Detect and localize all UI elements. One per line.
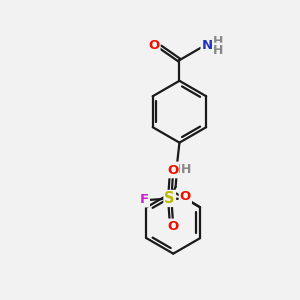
Text: N: N	[170, 163, 181, 176]
Text: O: O	[180, 190, 191, 203]
Text: N: N	[202, 39, 213, 52]
Text: O: O	[167, 220, 178, 232]
Text: O: O	[167, 164, 178, 177]
Text: S: S	[164, 191, 175, 206]
Text: O: O	[148, 39, 160, 52]
Text: H: H	[181, 163, 191, 176]
Text: F: F	[140, 194, 149, 206]
Text: H: H	[213, 35, 224, 48]
Text: H: H	[213, 44, 224, 57]
